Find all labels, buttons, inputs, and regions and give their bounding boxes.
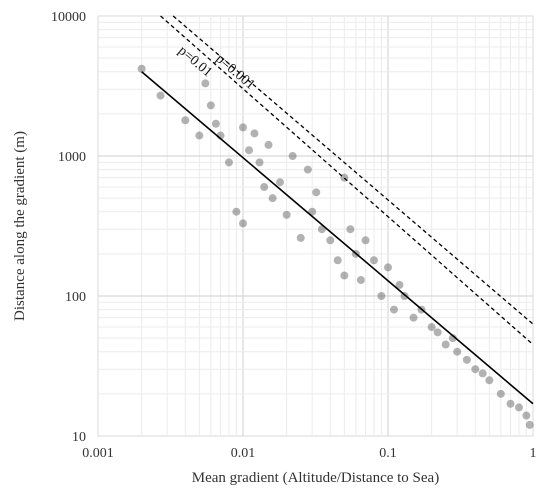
data-point [390,305,399,314]
data-point [514,403,523,412]
y-tick-label: 100 [65,290,86,305]
data-point [239,123,247,132]
data-point [506,399,515,408]
data-point [433,328,442,337]
trend-lines [141,15,534,405]
tick-labels: 0.001 0.01 0.1 1 10 100 1000 10000 [51,10,537,461]
data-point [333,256,342,265]
data-point [232,207,241,216]
data-point [471,365,480,374]
data-point [326,236,335,245]
data-point [377,292,386,300]
data-point [260,183,269,192]
data-point [201,79,210,88]
data-point [303,165,312,174]
data-point [525,420,534,429]
data-point [312,188,321,197]
data-point [255,158,264,167]
data-point [462,355,471,364]
x-tick-label: 0.01 [231,446,256,461]
y-tick-label: 10000 [51,10,86,25]
data-point [384,263,392,272]
data-point [156,91,165,100]
data-point [264,140,273,149]
data-point [369,256,378,265]
data-point [346,225,355,234]
data-point [395,280,404,289]
x-tick-label: 0.001 [82,446,114,461]
x-axis-title: Mean gradient (Altitude/Distance to Sea) [192,470,439,486]
data-point [340,271,349,280]
data-point [276,178,285,187]
data-point [409,313,418,322]
grid [98,16,533,436]
data-points [137,64,534,429]
data-point [181,116,190,125]
data-point [282,210,291,219]
data-point [448,334,457,343]
data-point [224,158,233,167]
data-point [206,101,215,110]
data-point [268,194,277,203]
data-point [195,131,204,140]
data-point [137,64,146,73]
data-point [356,276,365,285]
y-axis-title: Distance along the gradient (m) [12,131,28,321]
y-tick-label: 10 [72,430,86,445]
data-point [245,146,254,155]
data-point [453,347,462,356]
data-point [522,411,531,420]
x-tick-label: 0.1 [379,446,397,461]
data-point [427,323,436,332]
x-tick-label: 1 [530,446,537,461]
data-point [211,119,220,128]
data-point [496,389,505,398]
data-point [296,233,305,242]
plot-frame [97,15,534,437]
data-point [239,219,247,228]
dashed-line [160,15,534,346]
data-point [485,376,494,385]
data-point [478,369,487,378]
data-point [250,129,259,138]
solid-line [141,71,534,405]
data-point [288,152,297,160]
data-point [361,236,370,245]
y-tick-label: 1000 [58,150,86,165]
dashed-line [172,15,534,325]
data-point [441,340,450,349]
